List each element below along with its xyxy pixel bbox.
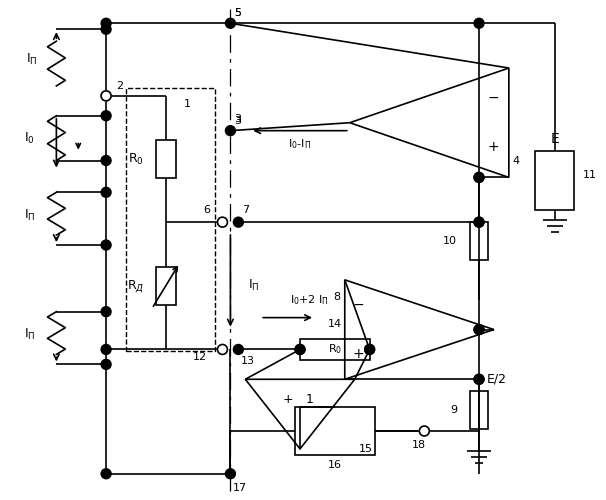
Circle shape [101, 360, 111, 370]
Text: I$_0$+2 I$_\Pi$: I$_0$+2 I$_\Pi$ [290, 293, 330, 306]
Circle shape [474, 217, 484, 227]
Text: 2: 2 [116, 81, 123, 91]
Circle shape [474, 217, 484, 227]
Text: E: E [550, 132, 559, 145]
Text: 6: 6 [204, 205, 210, 215]
Text: R$_Д$: R$_Д$ [127, 278, 144, 293]
Text: I$_\Pi$: I$_\Pi$ [26, 52, 38, 66]
Circle shape [365, 344, 375, 354]
Circle shape [101, 344, 111, 354]
Text: R$_0$: R$_0$ [328, 342, 342, 356]
Text: R$_0$: R$_0$ [128, 152, 144, 166]
Text: 9: 9 [450, 405, 457, 415]
Text: I$_0$: I$_0$ [24, 131, 35, 146]
Text: I$_\Pi$: I$_\Pi$ [248, 278, 260, 293]
Bar [534, 150, 574, 210]
Circle shape [419, 426, 429, 436]
Text: 11: 11 [582, 170, 596, 180]
Circle shape [101, 111, 111, 120]
Circle shape [474, 172, 484, 182]
Circle shape [101, 156, 111, 166]
Text: I$_\Pi$: I$_\Pi$ [24, 327, 35, 342]
Text: 1: 1 [184, 99, 191, 109]
Circle shape [474, 172, 484, 182]
Text: +: + [283, 392, 293, 406]
Circle shape [225, 469, 235, 478]
Text: 8: 8 [334, 292, 341, 302]
Text: 3: 3 [235, 116, 241, 126]
Text: 16: 16 [328, 460, 342, 470]
Circle shape [101, 91, 111, 101]
Text: E/2: E/2 [487, 373, 507, 386]
Circle shape [101, 469, 111, 478]
Circle shape [101, 18, 111, 28]
Text: 13: 13 [241, 356, 255, 366]
Bar [470, 391, 488, 429]
Bar [295, 407, 375, 455]
Text: +: + [353, 348, 364, 362]
Text: 10: 10 [443, 236, 457, 246]
Text: 4: 4 [513, 156, 520, 166]
Circle shape [225, 18, 235, 28]
Circle shape [295, 344, 305, 354]
Bar [156, 267, 176, 304]
Text: I$_0$-I$_\Pi$: I$_0$-I$_\Pi$ [288, 138, 311, 151]
Bar [470, 222, 488, 260]
Text: 17: 17 [232, 482, 247, 492]
Circle shape [218, 344, 227, 354]
Circle shape [101, 306, 111, 316]
Text: 3: 3 [235, 114, 241, 124]
Bar [300, 338, 370, 360]
Text: 1: 1 [306, 392, 314, 406]
Circle shape [101, 240, 111, 250]
Circle shape [295, 344, 305, 354]
Circle shape [233, 344, 244, 354]
Text: 5: 5 [235, 8, 241, 18]
Circle shape [233, 217, 244, 227]
Text: 15: 15 [359, 444, 373, 454]
Text: −: − [353, 298, 364, 312]
Text: 14: 14 [328, 318, 342, 328]
Bar [126, 88, 216, 351]
Text: +: + [487, 140, 499, 154]
Circle shape [101, 91, 111, 101]
Circle shape [474, 374, 484, 384]
Text: −: − [487, 91, 499, 105]
Text: 12: 12 [193, 352, 207, 362]
Circle shape [474, 324, 484, 334]
Text: 18: 18 [412, 440, 427, 450]
Circle shape [218, 217, 227, 227]
Circle shape [101, 24, 111, 34]
Circle shape [101, 188, 111, 198]
Bar [156, 140, 176, 178]
Circle shape [474, 324, 484, 334]
Circle shape [365, 344, 375, 354]
Text: I$_\Pi$: I$_\Pi$ [24, 208, 35, 222]
Text: 7: 7 [242, 205, 250, 215]
Circle shape [225, 126, 235, 136]
Circle shape [474, 18, 484, 28]
Circle shape [474, 374, 484, 384]
Text: 5: 5 [235, 8, 241, 18]
